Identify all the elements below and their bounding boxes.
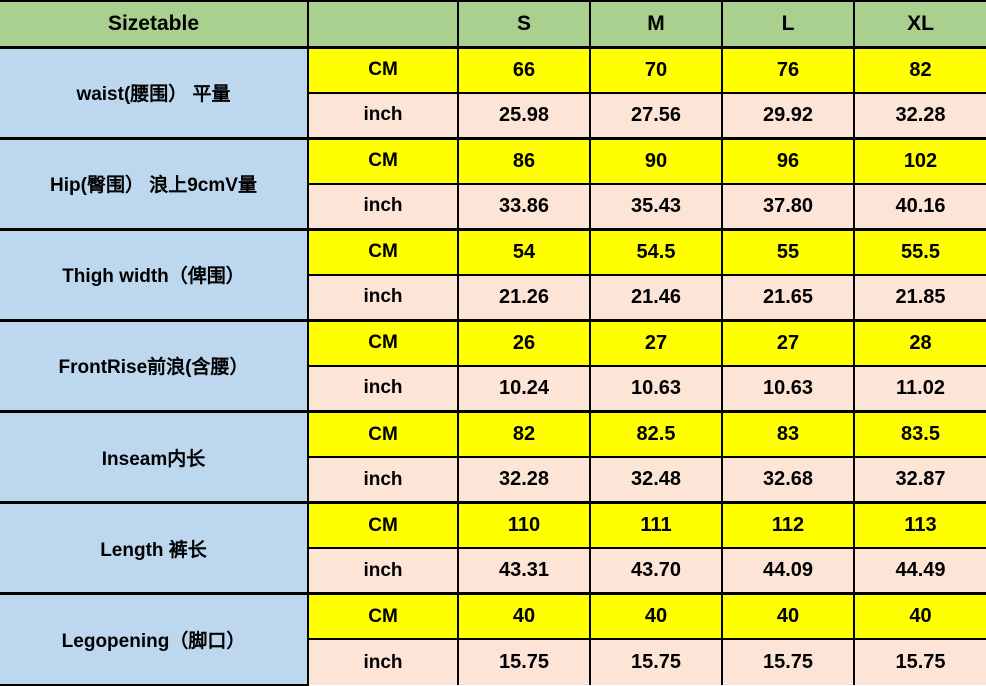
value-cell: 82 — [457, 410, 591, 459]
row-label-waist: waist(腰围） 平量 — [0, 45, 309, 140]
value-cell: 40.16 — [853, 182, 986, 231]
value-cell: 40 — [853, 592, 986, 641]
unit-cell-inch: inch — [307, 364, 459, 413]
value-cell: 111 — [589, 501, 723, 550]
value-cell: 83 — [721, 410, 855, 459]
value-cell: 33.86 — [457, 182, 591, 231]
unit-cell-cm: CM — [307, 592, 459, 641]
value-cell: 110 — [457, 501, 591, 550]
value-cell: 112 — [721, 501, 855, 550]
size-header-l: L — [721, 0, 855, 49]
value-cell: 10.24 — [457, 364, 591, 413]
value-cell: 10.63 — [721, 364, 855, 413]
unit-cell-cm: CM — [307, 410, 459, 459]
value-cell: 55.5 — [853, 227, 986, 276]
value-cell: 43.70 — [589, 547, 723, 595]
size-header-m: M — [589, 0, 723, 49]
value-cell: 29.92 — [721, 91, 855, 140]
size-header-xl: XL — [853, 0, 986, 49]
value-cell: 43.31 — [457, 547, 591, 595]
table-row: inch 43.31 43.70 44.09 44.49 — [0, 547, 986, 595]
table-title: Sizetable — [0, 0, 309, 49]
value-cell: 15.75 — [457, 638, 591, 685]
value-cell: 26 — [457, 318, 591, 367]
row-label-thigh-width: Thigh width（俾围） — [0, 227, 309, 322]
unit-cell-cm: CM — [307, 136, 459, 185]
unit-cell-inch: inch — [307, 91, 459, 140]
unit-cell-cm: CM — [307, 501, 459, 550]
unit-cell-cm: CM — [307, 318, 459, 367]
value-cell: 21.26 — [457, 273, 591, 322]
value-cell: 21.46 — [589, 273, 723, 322]
value-cell: 54 — [457, 227, 591, 276]
value-cell: 27 — [721, 318, 855, 367]
value-cell: 15.75 — [721, 638, 855, 685]
row-label-leg-opening: Legopening（脚口） — [0, 592, 309, 686]
value-cell: 15.75 — [589, 638, 723, 685]
value-cell: 21.85 — [853, 273, 986, 322]
value-cell: 32.48 — [589, 456, 723, 504]
value-cell: 32.87 — [853, 456, 986, 504]
unit-cell-cm: CM — [307, 227, 459, 276]
unit-cell-inch: inch — [307, 547, 459, 595]
value-cell: 55 — [721, 227, 855, 276]
value-cell: 15.75 — [853, 638, 986, 685]
unit-header-empty — [307, 0, 459, 49]
value-cell: 86 — [457, 136, 591, 185]
value-cell: 32.68 — [721, 456, 855, 504]
value-cell: 70 — [589, 45, 723, 94]
row-label-inseam: Inseam内长 — [0, 409, 309, 504]
value-cell: 21.65 — [721, 273, 855, 322]
value-cell: 10.63 — [589, 364, 723, 413]
table-row: inch 32.28 32.48 32.68 32.87 — [0, 456, 986, 504]
value-cell: 96 — [721, 136, 855, 185]
row-label-front-rise: FrontRise前浪(含腰） — [0, 318, 309, 413]
row-label-hip: Hip(臀围） 浪上9cmV量 — [0, 136, 309, 231]
table-row: Hip(臀围） 浪上9cmV量 CM 86 90 96 102 — [0, 136, 986, 231]
row-label-length: Length 裤长 — [0, 501, 309, 595]
value-cell: 32.28 — [853, 91, 986, 140]
table-row: inch 15.75 15.75 15.75 15.75 — [0, 638, 986, 685]
size-header-s: S — [457, 0, 591, 49]
value-cell: 83.5 — [853, 410, 986, 459]
value-cell: 32.28 — [457, 456, 591, 504]
value-cell: 35.43 — [589, 182, 723, 231]
table-row: inch 21.26 21.46 21.65 21.85 — [0, 273, 986, 322]
table-row: waist(腰围） 平量 CM 66 70 76 82 — [0, 45, 986, 140]
value-cell: 44.09 — [721, 547, 855, 595]
value-cell: 37.80 — [721, 182, 855, 231]
table-row: Inseam内长 CM 82 82.5 83 83.5 — [0, 409, 986, 504]
table-row: Length 裤长 CM 110 111 112 113 — [0, 501, 986, 595]
table-row: Legopening（脚口） CM 40 40 40 40 — [0, 592, 986, 686]
value-cell: 25.98 — [457, 91, 591, 140]
value-cell: 66 — [457, 45, 591, 94]
value-cell: 28 — [853, 318, 986, 367]
value-cell: 40 — [457, 592, 591, 641]
unit-cell-inch: inch — [307, 182, 459, 231]
unit-cell-inch: inch — [307, 638, 459, 685]
table-row: inch 10.24 10.63 10.63 11.02 — [0, 364, 986, 413]
value-cell: 90 — [589, 136, 723, 185]
unit-cell-inch: inch — [307, 273, 459, 322]
table-row: Thigh width（俾围） CM 54 54.5 55 55.5 — [0, 227, 986, 322]
table-row: inch 33.86 35.43 37.80 40.16 — [0, 182, 986, 231]
unit-cell-cm: CM — [307, 45, 459, 94]
value-cell: 82 — [853, 45, 986, 94]
value-cell: 27.56 — [589, 91, 723, 140]
header-row: Sizetable S M L XL — [0, 0, 986, 49]
unit-cell-inch: inch — [307, 456, 459, 504]
table-row: inch 25.98 27.56 29.92 32.28 — [0, 91, 986, 140]
value-cell: 54.5 — [589, 227, 723, 276]
value-cell: 102 — [853, 136, 986, 185]
value-cell: 27 — [589, 318, 723, 367]
value-cell: 44.49 — [853, 547, 986, 595]
value-cell: 40 — [721, 592, 855, 641]
value-cell: 40 — [589, 592, 723, 641]
value-cell: 11.02 — [853, 364, 986, 413]
value-cell: 113 — [853, 501, 986, 550]
table-row: FrontRise前浪(含腰） CM 26 27 27 28 — [0, 318, 986, 413]
value-cell: 82.5 — [589, 410, 723, 459]
value-cell: 76 — [721, 45, 855, 94]
